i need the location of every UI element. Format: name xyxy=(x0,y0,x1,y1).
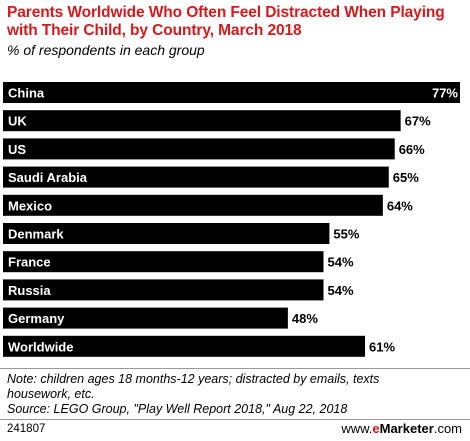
brand-logo[interactable]: www.eMarketer.com xyxy=(341,421,462,436)
bar-china xyxy=(3,82,460,103)
footer-divider-top xyxy=(0,368,470,369)
footnote-note-line2: housework, etc. xyxy=(7,387,95,401)
value-label: 64% xyxy=(387,198,413,213)
bar-worldwide xyxy=(3,335,366,357)
footer-divider-bottom xyxy=(0,419,470,420)
brand-prefix: www. xyxy=(341,421,373,436)
category-label: Worldwide xyxy=(8,339,73,354)
category-label: Germany xyxy=(8,311,65,326)
bar-russia xyxy=(3,279,324,301)
bar-chart: China 77% UK 67% US 66% Saudi Arabia 65% Mexico 6… xyxy=(3,82,460,357)
category-label: Saudi Arabia xyxy=(8,170,88,185)
value-label: 66% xyxy=(399,142,425,157)
bar-uk xyxy=(3,110,401,132)
footnote-source: Source: LEGO Group, "Play Well Report 20… xyxy=(7,402,348,416)
bar-france xyxy=(3,251,324,273)
brand-e: e xyxy=(372,421,380,436)
bar-germany xyxy=(3,307,288,329)
value-label: 54% xyxy=(327,255,353,270)
bar-denmark xyxy=(3,223,330,244)
footnote: Note: children ages 18 months-12 years; … xyxy=(7,372,467,417)
category-label: Mexico xyxy=(8,198,52,213)
value-label: 61% xyxy=(369,339,395,354)
footnote-note-line1: Note: children ages 18 months-12 years; … xyxy=(7,372,380,386)
value-label: 67% xyxy=(405,114,431,129)
category-label: Denmark xyxy=(8,227,64,242)
brand-suffix: .com xyxy=(433,421,462,436)
chart-id: 241807 xyxy=(7,423,46,435)
category-label: France xyxy=(8,255,51,270)
bar-us xyxy=(3,138,395,160)
category-label: Russia xyxy=(8,283,51,298)
value-label: 55% xyxy=(333,227,359,242)
category-label: US xyxy=(8,142,26,157)
chart-title: Parents Worldwide Who Often Feel Distrac… xyxy=(7,4,445,39)
bar-mexico xyxy=(3,194,383,216)
category-label: UK xyxy=(8,114,27,129)
value-label: 54% xyxy=(327,283,353,298)
bar-saudi-arabia xyxy=(3,166,389,188)
value-label: 48% xyxy=(292,311,318,326)
brand-name: Marketer xyxy=(379,421,434,436)
chart-subtitle: % of respondents in each group xyxy=(7,42,205,58)
category-label: China xyxy=(8,86,45,101)
value-label: 65% xyxy=(393,170,419,185)
value-label: 77% xyxy=(432,86,458,101)
